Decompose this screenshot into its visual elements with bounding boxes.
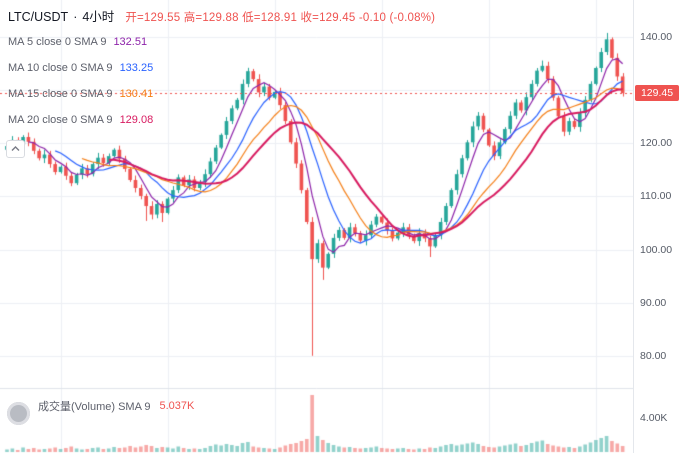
indicator-row-ma10[interactable]: MA 10 close 0 SMA 9 133.25 [8, 55, 435, 81]
title-separator: · [73, 10, 78, 24]
indicator-label: MA 15 close 0 SMA 9 [8, 88, 113, 100]
indicator-value: 133.25 [119, 62, 154, 74]
chart-legend: LTC/USDT · 4小时 开=129.55 高=129.88 低=128.9… [8, 6, 435, 133]
indicator-label: MA 10 close 0 SMA 9 [8, 62, 113, 74]
last-price-badge: 129.45 [635, 85, 679, 102]
collapse-indicators-button[interactable] [6, 140, 25, 158]
indicator-value: 132.51 [113, 36, 148, 48]
indicator-row-ma15[interactable]: MA 15 close 0 SMA 9 130.41 [8, 81, 435, 107]
indicator-value: 129.08 [119, 114, 154, 126]
interval-label[interactable]: 4小时 [82, 10, 115, 24]
indicator-label: MA 5 close 0 SMA 9 [8, 36, 107, 48]
watermark-logo [7, 402, 30, 425]
price-tick-label: 110.00 [640, 190, 672, 203]
volume-indicator-label: 成交量(Volume) SMA 9 [38, 401, 151, 413]
price-axis[interactable]: 129.45 4.00K 140.00130.00120.00110.00100… [633, 0, 680, 453]
chevron-up-icon [11, 146, 20, 151]
ohlc-readout: 开=129.55 高=129.88 低=128.91 收=129.45 -0.1… [125, 12, 436, 24]
price-tick-label: 140.00 [640, 31, 673, 44]
price-tick-label: 80.00 [640, 349, 667, 362]
symbol-title[interactable]: LTC/USDT [8, 10, 69, 24]
indicator-value: 130.41 [119, 88, 154, 100]
indicator-row-ma5[interactable]: MA 5 close 0 SMA 9 132.51 [8, 29, 435, 55]
volume-indicator-row[interactable]: 成交量(Volume) SMA 9 5.037K [38, 398, 194, 414]
symbol-title-row: LTC/USDT · 4小时 开=129.55 高=129.88 低=128.9… [8, 6, 435, 25]
price-tick-label: 90.00 [640, 296, 667, 309]
price-tick-label: 120.00 [640, 137, 673, 150]
indicator-row-ma20[interactable]: MA 20 close 0 SMA 9 129.08 [8, 107, 435, 133]
volume-tick-label: 4.00K [640, 412, 668, 424]
volume-indicator-value: 5.037K [159, 400, 195, 412]
indicator-label: MA 20 close 0 SMA 9 [8, 114, 113, 126]
price-tick-label: 100.00 [640, 243, 673, 256]
